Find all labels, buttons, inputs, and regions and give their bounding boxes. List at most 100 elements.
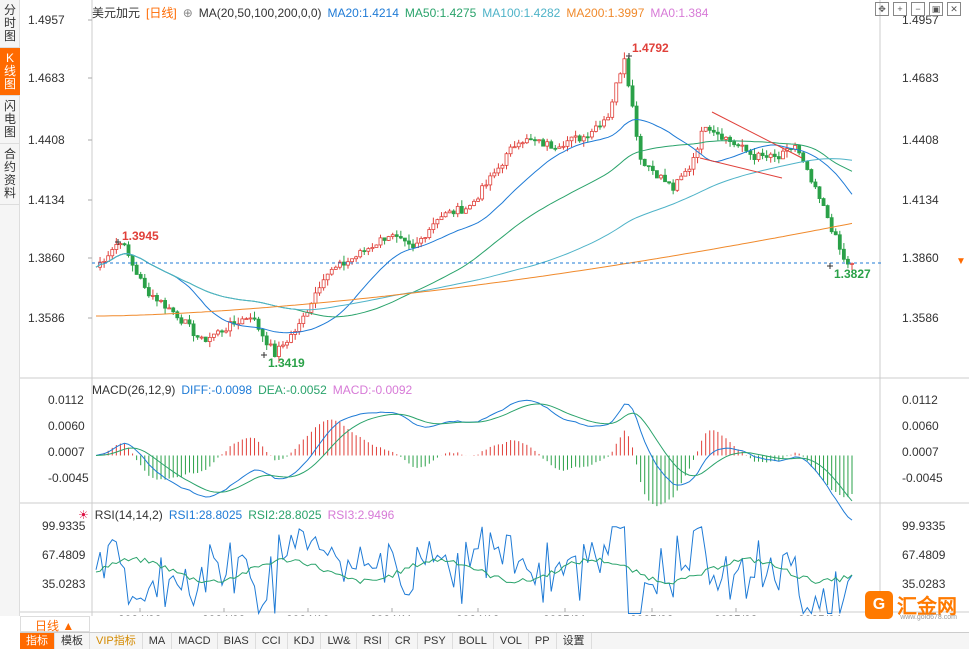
tab-[interactable]: 模板 — [55, 633, 90, 649]
chart-area[interactable]: 1.4957 1.4957 1.4683 1.4683 1.4408 1.4408 1.41… — [20, 0, 969, 627]
candle-body — [671, 182, 676, 191]
tab-cci[interactable]: CCI — [256, 633, 288, 649]
rsi-axis-label-left: 67.4809 — [42, 548, 86, 562]
candle-body — [484, 184, 489, 187]
candle-body — [602, 119, 606, 127]
move-icon[interactable]: ✥ — [875, 2, 889, 16]
period-button[interactable]: 日线 ▲ — [20, 616, 90, 633]
logo-name: 汇金网 — [897, 596, 957, 618]
tab-[interactable]: 指标 — [20, 633, 55, 649]
candle-body — [720, 133, 724, 140]
tab-vip[interactable]: VIP指标 — [90, 633, 143, 649]
candle-body — [403, 237, 407, 242]
price-axis-label-left: 1.3586 — [28, 311, 65, 325]
tab-ma[interactable]: MA — [143, 633, 173, 649]
candle-body — [358, 250, 363, 258]
rsi2-line — [95, 556, 853, 585]
candle-body — [155, 295, 159, 302]
candle-body — [285, 341, 289, 346]
candle-body — [248, 317, 253, 320]
candle-body — [468, 205, 472, 210]
candle-body — [228, 321, 233, 332]
fullscreen-icon[interactable]: ▣ — [929, 2, 943, 16]
tab-bias[interactable]: BIAS — [218, 633, 256, 649]
candle-body — [423, 237, 428, 239]
sidebar-tab-3[interactable]: 合约资料 — [0, 144, 20, 205]
candle-body — [797, 145, 802, 154]
macd-axis-label-left: 0.0007 — [48, 445, 85, 459]
candle-body — [529, 138, 533, 141]
ma100-label: MA100:1.4282 — [482, 6, 561, 20]
rsi-legend: ☀ RSI(14,14,2) RSI1:28.8025 RSI2:28.8025 RSI… — [78, 508, 400, 522]
rsi-settings-icon[interactable]: ☀ — [78, 508, 89, 522]
candle-body — [663, 174, 667, 183]
candle-body — [565, 140, 570, 147]
rsi2-label: RSI2:28.8025 — [248, 508, 322, 522]
annotation-last-low: 1.3827 — [834, 267, 871, 281]
ma200-line — [96, 222, 853, 317]
tab-pp[interactable]: PP — [529, 633, 557, 649]
tab-vol[interactable]: VOL — [494, 633, 529, 649]
ma50-label: MA50:1.4275 — [404, 6, 477, 20]
candle-body — [557, 146, 562, 149]
candle-body — [524, 138, 529, 144]
settings-icon[interactable]: ⊕ — [182, 6, 193, 20]
candle-body — [675, 179, 680, 191]
current-price-box — [881, 255, 969, 271]
candle-body — [610, 101, 615, 118]
tab-[interactable]: 设置 — [557, 633, 592, 649]
candle-body — [354, 256, 359, 260]
candle-body — [650, 165, 655, 172]
chart-canvas[interactable]: 1.4957 1.4957 1.4683 1.4683 1.4408 1.4408 1.41… — [20, 0, 969, 627]
candle-body — [102, 261, 107, 263]
candle-body — [268, 343, 273, 346]
macd-axis-label-left: 0.0112 — [48, 393, 84, 407]
annotation-low: 1.3419 — [268, 356, 305, 370]
macd-axis-label-right: 0.0060 — [902, 419, 939, 433]
price-axis-label-left: 1.4134 — [28, 193, 65, 207]
candle-body — [850, 263, 854, 265]
candle-body — [244, 318, 249, 321]
candle-body — [630, 85, 635, 107]
tab-macd[interactable]: MACD — [172, 633, 218, 649]
zoom-out-icon[interactable]: − — [911, 2, 925, 16]
sidebar-tab-0[interactable]: 分时图 — [0, 0, 20, 48]
macd-label: MACD(26,12,9) — [92, 383, 176, 397]
tab-boll[interactable]: BOLL — [453, 633, 494, 649]
candle-body — [463, 208, 468, 214]
candle-body — [362, 250, 367, 253]
trendline-lower — [699, 157, 783, 179]
zoom-in-icon[interactable]: + — [893, 2, 907, 16]
candle-body — [655, 170, 659, 179]
date-axis-label: 2025/02 — [630, 613, 674, 616]
candle-body — [760, 152, 765, 157]
candle-body — [622, 58, 627, 75]
candle-body — [175, 311, 180, 319]
candle-body — [207, 336, 212, 342]
tab-psy[interactable]: PSY — [418, 633, 453, 649]
tab-lw[interactable]: LW& — [321, 633, 358, 649]
candle-body — [272, 343, 277, 357]
sidebar-tab-2[interactable]: 闪电图 — [0, 96, 20, 144]
price-axis-label-left: 1.4683 — [28, 71, 65, 85]
candle-body — [809, 169, 814, 183]
tab-cr[interactable]: CR — [389, 633, 418, 649]
candle-body — [435, 219, 440, 225]
candle-body — [756, 152, 761, 160]
candle-body — [728, 136, 732, 142]
candle-body — [707, 126, 712, 131]
candle-body — [581, 136, 586, 142]
tab-rsi[interactable]: RSI — [357, 633, 389, 649]
close-icon[interactable]: ✕ — [947, 2, 961, 16]
candle-body — [325, 273, 330, 281]
candle-body — [537, 139, 541, 142]
diff-label: DIFF:-0.0098 — [181, 383, 253, 397]
candle-body — [374, 244, 379, 248]
tab-kdj[interactable]: KDJ — [288, 633, 322, 649]
candle-body — [732, 141, 737, 146]
candle-body — [520, 142, 525, 145]
candle-body — [577, 135, 582, 142]
candle-body — [171, 307, 176, 313]
macd-legend: MACD(26,12,9) DIFF:-0.0098 DEA:-0.0052 MACD… — [92, 383, 418, 397]
